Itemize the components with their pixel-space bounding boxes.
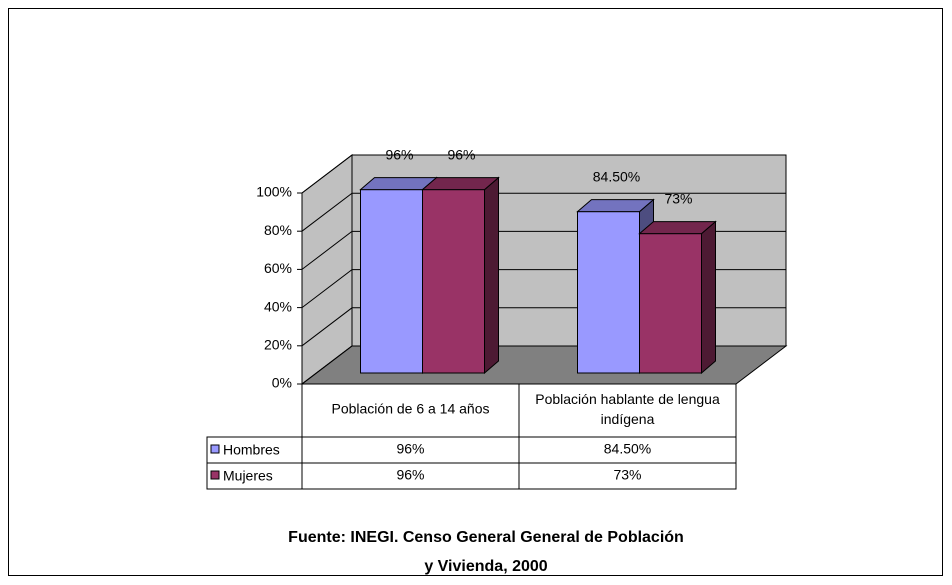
table-value: 73% xyxy=(613,467,641,483)
bar-side xyxy=(484,176,499,375)
bar-top xyxy=(421,177,500,191)
legend-label: Hombres xyxy=(223,442,280,458)
y-tick-label: 0% xyxy=(272,375,292,391)
data-label: 84.50% xyxy=(593,168,640,184)
bar-top xyxy=(638,221,717,235)
bar-front xyxy=(577,211,640,374)
bar-front xyxy=(422,189,485,374)
source-note: Fuente: INEGI. Censo General General de … xyxy=(288,529,684,575)
table-header: Población de 6 a 14 años xyxy=(331,401,489,417)
grid-line xyxy=(301,192,786,232)
table-value: 84.50% xyxy=(604,441,651,457)
y-tick-label: 80% xyxy=(264,222,292,238)
bar-top xyxy=(576,199,655,213)
y-tick-label: 40% xyxy=(264,298,292,314)
legend-key xyxy=(210,470,220,480)
data-label: 73% xyxy=(664,190,692,206)
side-wall xyxy=(301,153,353,386)
legend-key xyxy=(210,444,220,454)
data-label: 96% xyxy=(447,146,475,162)
table-cell xyxy=(518,462,737,490)
bar-front xyxy=(360,189,423,374)
grid-line xyxy=(301,154,786,194)
bar-side xyxy=(701,220,716,375)
legend-label: Mujeres xyxy=(223,468,273,484)
y-tick-label: 100% xyxy=(256,184,292,200)
chart-frame xyxy=(8,8,943,576)
table-header: Población hablante de lengua indígena xyxy=(535,391,720,427)
data-label: 96% xyxy=(385,146,413,162)
table-value: 96% xyxy=(396,467,424,483)
bar-front xyxy=(639,233,702,374)
table-value: 96% xyxy=(396,441,424,457)
y-tick-label: 20% xyxy=(264,337,292,353)
y-tick-label: 60% xyxy=(264,260,292,276)
